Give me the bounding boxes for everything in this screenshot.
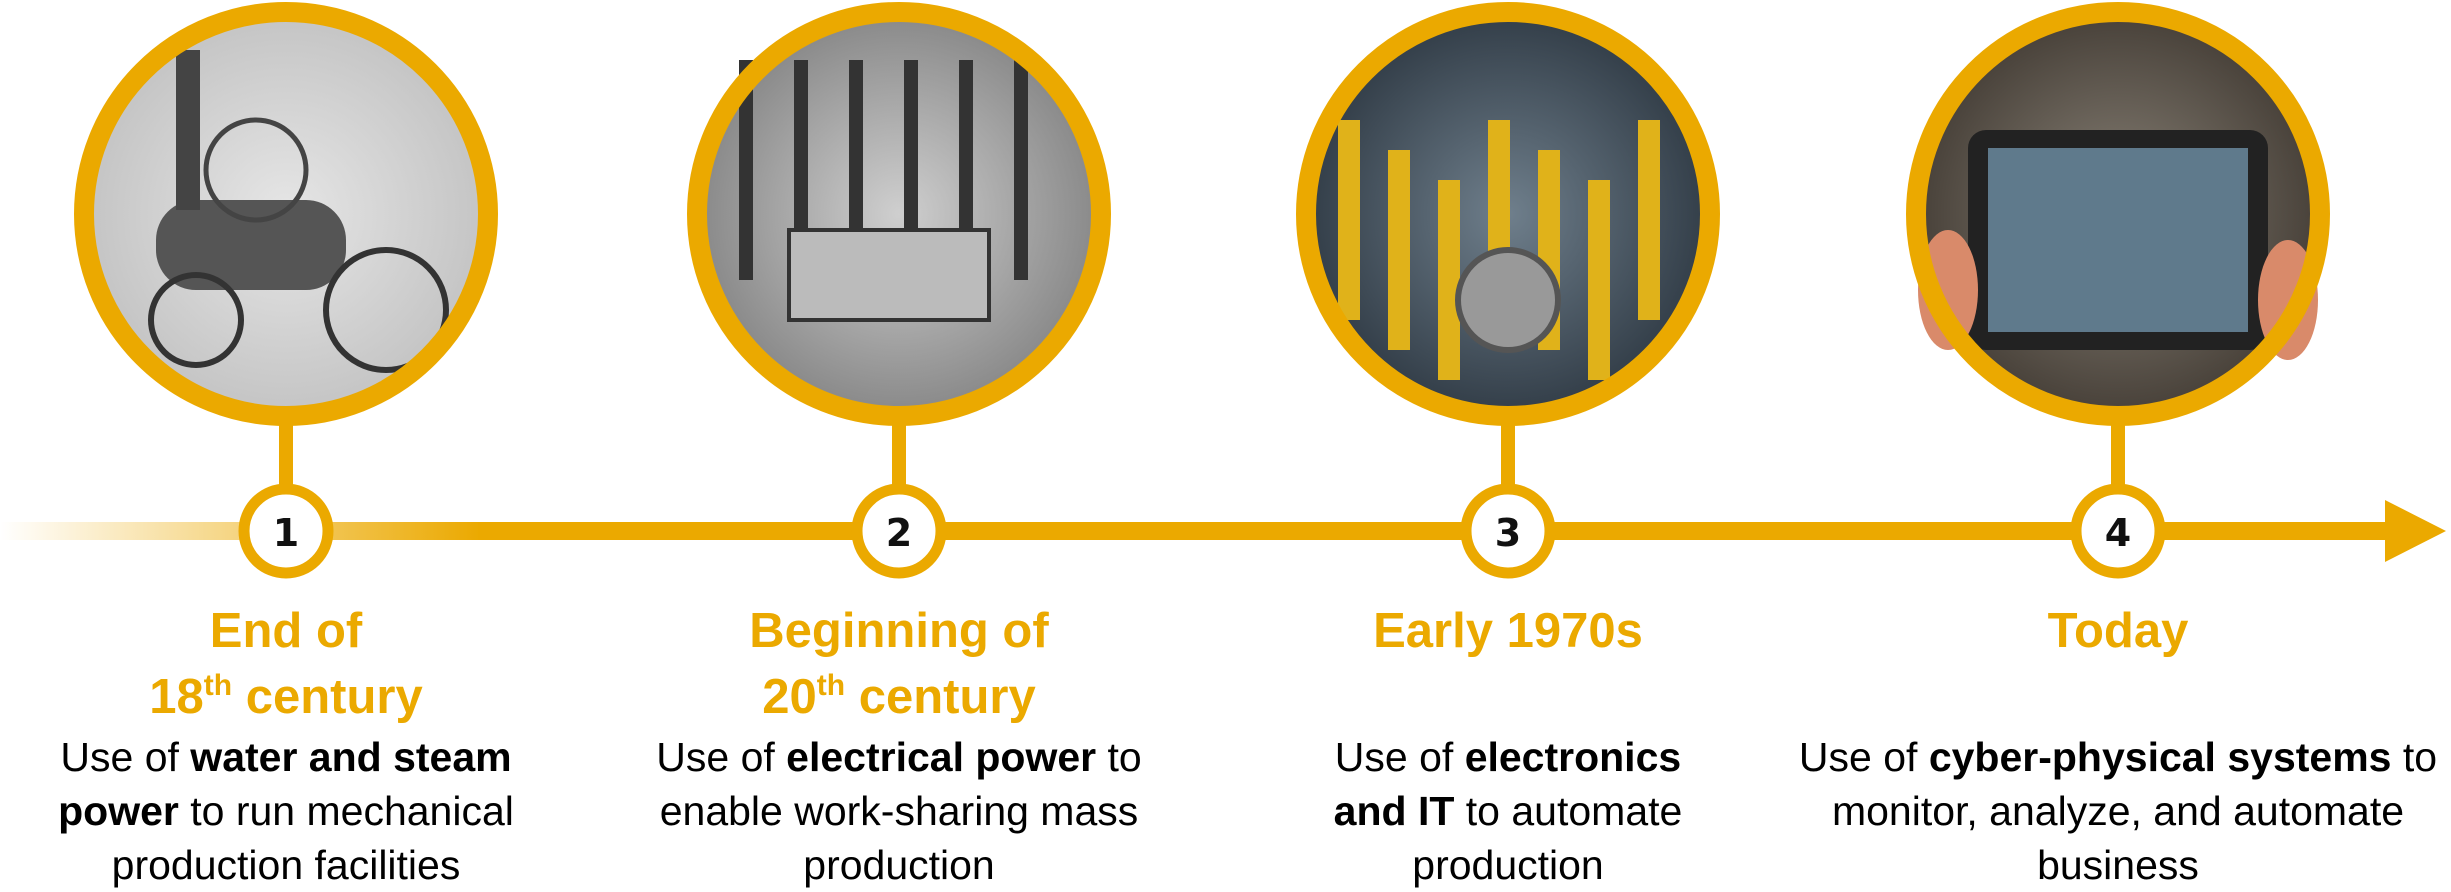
robot-arm xyxy=(1438,180,1460,380)
step-title: Beginning of 20th century xyxy=(549,598,1249,730)
step-title: Early 1970s xyxy=(1158,598,1858,664)
step-description: Use of electronics and IT to automate pr… xyxy=(1298,730,1718,892)
step-description: Use of water and steam power to run mech… xyxy=(6,730,566,892)
robot-arm xyxy=(1588,180,1610,380)
step-description: Use of cyber-physical systems to monitor… xyxy=(1798,730,2438,892)
title-text: Early 1970s xyxy=(1373,604,1643,658)
description-emphasis: electrical power xyxy=(786,734,1096,780)
robot-arm xyxy=(1338,120,1360,320)
title-text: century xyxy=(232,670,423,724)
step-number: 4 xyxy=(2105,511,2131,555)
description-text: Use of xyxy=(1799,734,1929,780)
title-text: century xyxy=(845,670,1036,724)
title-line: 20th century xyxy=(549,664,1249,730)
description-emphasis: cyber-physical systems xyxy=(1929,734,2392,780)
title-text: Today xyxy=(2048,604,2189,658)
step-number: 2 xyxy=(886,511,912,555)
title-line: End of xyxy=(0,598,636,664)
title-line: Today xyxy=(1768,598,2451,664)
timeline-diagram: 1234 End of18th centuryUse of water and … xyxy=(0,0,2451,889)
robot-arm xyxy=(1638,120,1660,320)
title-text: 18 xyxy=(149,670,204,724)
title-line: Beginning of xyxy=(549,598,1249,664)
title-text: End of xyxy=(210,604,362,658)
title-superscript: th xyxy=(204,669,232,702)
title-line: 18th century xyxy=(0,664,636,730)
title-text: Beginning of xyxy=(749,604,1048,658)
belt xyxy=(1014,60,1028,280)
title-text: 20 xyxy=(762,670,817,724)
title-superscript: th xyxy=(817,669,845,702)
step-description: Use of electrical power to enable work-s… xyxy=(619,730,1179,892)
photo-illustration xyxy=(1918,130,2318,360)
loom xyxy=(789,230,989,320)
chimney xyxy=(176,50,200,210)
step-number: 3 xyxy=(1495,511,1521,555)
timeline-arrowhead xyxy=(2385,500,2446,562)
robot-arm xyxy=(1388,150,1410,350)
brake-disc xyxy=(1458,250,1558,350)
title-line: Early 1970s xyxy=(1158,598,1858,664)
step-title: Today xyxy=(1768,598,2451,664)
description-text: Use of xyxy=(60,734,190,780)
tablet-screen xyxy=(1988,148,2248,332)
step-number: 1 xyxy=(273,511,299,555)
description-text: Use of xyxy=(656,734,786,780)
description-text: Use of xyxy=(1335,734,1465,780)
